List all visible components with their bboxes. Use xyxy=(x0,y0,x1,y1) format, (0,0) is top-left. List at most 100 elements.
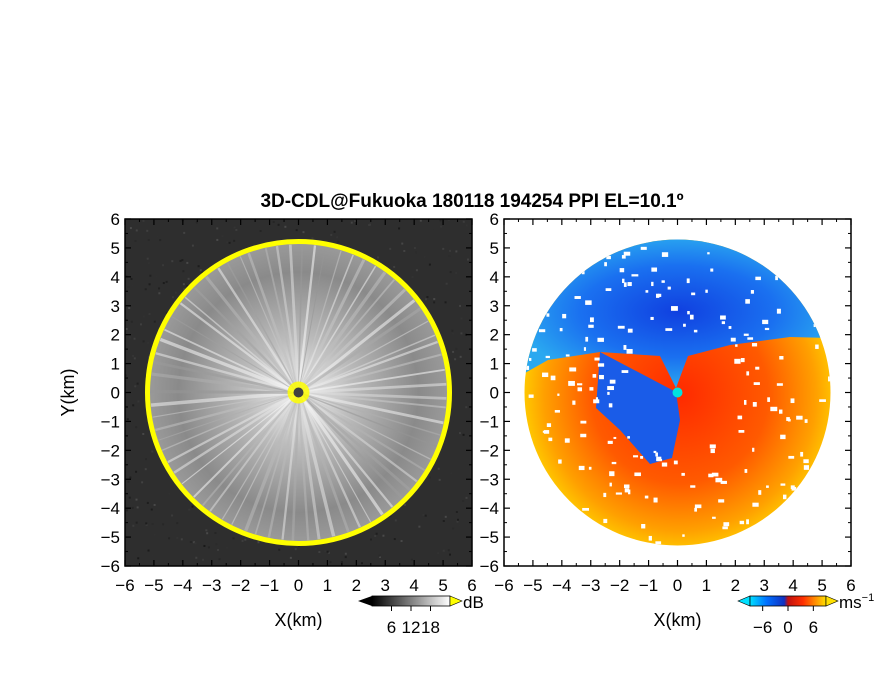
noise-pixel xyxy=(241,539,244,542)
y-tick-label: −3 xyxy=(480,470,499,489)
beam-streak xyxy=(193,286,300,394)
beam-streak xyxy=(297,391,384,516)
data-gap xyxy=(775,275,778,281)
data-gap xyxy=(745,299,750,304)
beam-streak xyxy=(161,391,299,451)
beam-streak xyxy=(298,391,437,448)
data-gap xyxy=(559,327,563,332)
noise-pixel xyxy=(411,276,414,279)
colorbar-tick-label: 6 xyxy=(387,618,396,637)
data-gap xyxy=(722,526,728,530)
data-gap xyxy=(686,278,690,284)
beam-streak xyxy=(297,391,394,508)
beam-streak xyxy=(297,391,418,483)
y-tick-label: −3 xyxy=(101,470,120,489)
noise-pixel xyxy=(375,532,378,535)
beam-streak xyxy=(288,244,300,393)
data-gap xyxy=(751,343,758,347)
noise-pixel xyxy=(326,550,329,553)
noise-pixel xyxy=(187,277,190,280)
data-gap xyxy=(743,333,749,336)
beam-streak xyxy=(297,392,372,523)
data-gap xyxy=(592,374,597,378)
data-gap xyxy=(580,420,587,424)
noise-pixel xyxy=(126,509,129,512)
noise-pixel xyxy=(135,426,138,429)
data-gap xyxy=(617,325,625,329)
data-gap xyxy=(603,518,608,524)
noise-pixel xyxy=(141,481,144,484)
data-gap xyxy=(589,317,594,323)
noise-pixel xyxy=(195,221,198,224)
noise-pixel xyxy=(182,283,185,286)
noise-pixel xyxy=(195,244,198,247)
noise-pixel xyxy=(340,561,343,564)
data-gap xyxy=(640,246,647,250)
data-gap xyxy=(546,423,552,428)
data-gap xyxy=(758,490,762,495)
data-gap xyxy=(721,321,726,325)
noise-pixel xyxy=(146,257,149,260)
noise-pixel xyxy=(206,532,209,535)
x-tick-label: −3 xyxy=(581,576,600,595)
beam-streak xyxy=(298,391,431,460)
noise-pixel xyxy=(424,514,427,517)
beam-streak xyxy=(231,392,300,525)
beam-streak xyxy=(297,245,317,393)
x-tick-label: 0 xyxy=(673,576,682,595)
data-gap xyxy=(755,276,761,281)
noise-pixel xyxy=(460,332,463,335)
noise-pixel xyxy=(433,301,436,304)
noise-pixel xyxy=(448,553,451,556)
y-tick-label: −1 xyxy=(480,412,499,431)
colorbar-tick-label: 18 xyxy=(421,618,440,637)
data-gap xyxy=(542,372,549,378)
noise-pixel xyxy=(151,522,154,525)
noise-pixel xyxy=(428,476,431,479)
noise-pixel xyxy=(197,265,200,268)
data-gap xyxy=(752,402,757,407)
data-gap xyxy=(529,357,532,361)
noise-pixel xyxy=(442,247,445,250)
noise-pixel xyxy=(174,291,177,294)
data-gap xyxy=(606,255,611,260)
reflectivity-xlabel: X(km) xyxy=(275,610,323,630)
noise-pixel xyxy=(331,543,334,546)
data-gap xyxy=(633,455,639,458)
beam-streak xyxy=(297,392,310,541)
noise-pixel xyxy=(165,280,168,283)
data-gap xyxy=(574,296,581,299)
noise-pixel xyxy=(176,522,179,525)
beam-streak xyxy=(298,391,446,409)
data-gap xyxy=(689,314,694,320)
x-tick-label: 0 xyxy=(294,576,303,595)
noise-pixel xyxy=(439,219,442,222)
y-tick-label: 4 xyxy=(490,268,499,287)
noise-pixel xyxy=(149,274,152,277)
y-tick-label: 6 xyxy=(111,210,120,229)
noise-pixel xyxy=(131,284,134,287)
x-tick-label: 6 xyxy=(467,576,476,595)
data-gap xyxy=(607,440,613,444)
noise-pixel xyxy=(205,529,208,532)
beam-streak xyxy=(298,391,444,425)
noise-pixel xyxy=(337,240,340,243)
noise-pixel xyxy=(462,499,465,502)
beam-streak xyxy=(297,271,387,394)
beam-streak xyxy=(221,392,300,520)
colorbar-arrow-left xyxy=(358,596,372,606)
noise-pixel xyxy=(125,374,128,377)
beam-streak xyxy=(244,391,301,532)
noise-pixel xyxy=(422,514,425,517)
y-tick-label: −5 xyxy=(480,528,499,547)
beam-streak xyxy=(297,392,361,528)
data-gap xyxy=(673,460,678,465)
noise-pixel xyxy=(368,224,371,227)
beam-streak xyxy=(217,267,300,394)
noise-pixel xyxy=(147,262,150,265)
noise-pixel xyxy=(462,433,465,436)
noise-pixel xyxy=(302,231,305,234)
noise-pixel xyxy=(171,514,174,517)
data-gap xyxy=(623,484,630,489)
